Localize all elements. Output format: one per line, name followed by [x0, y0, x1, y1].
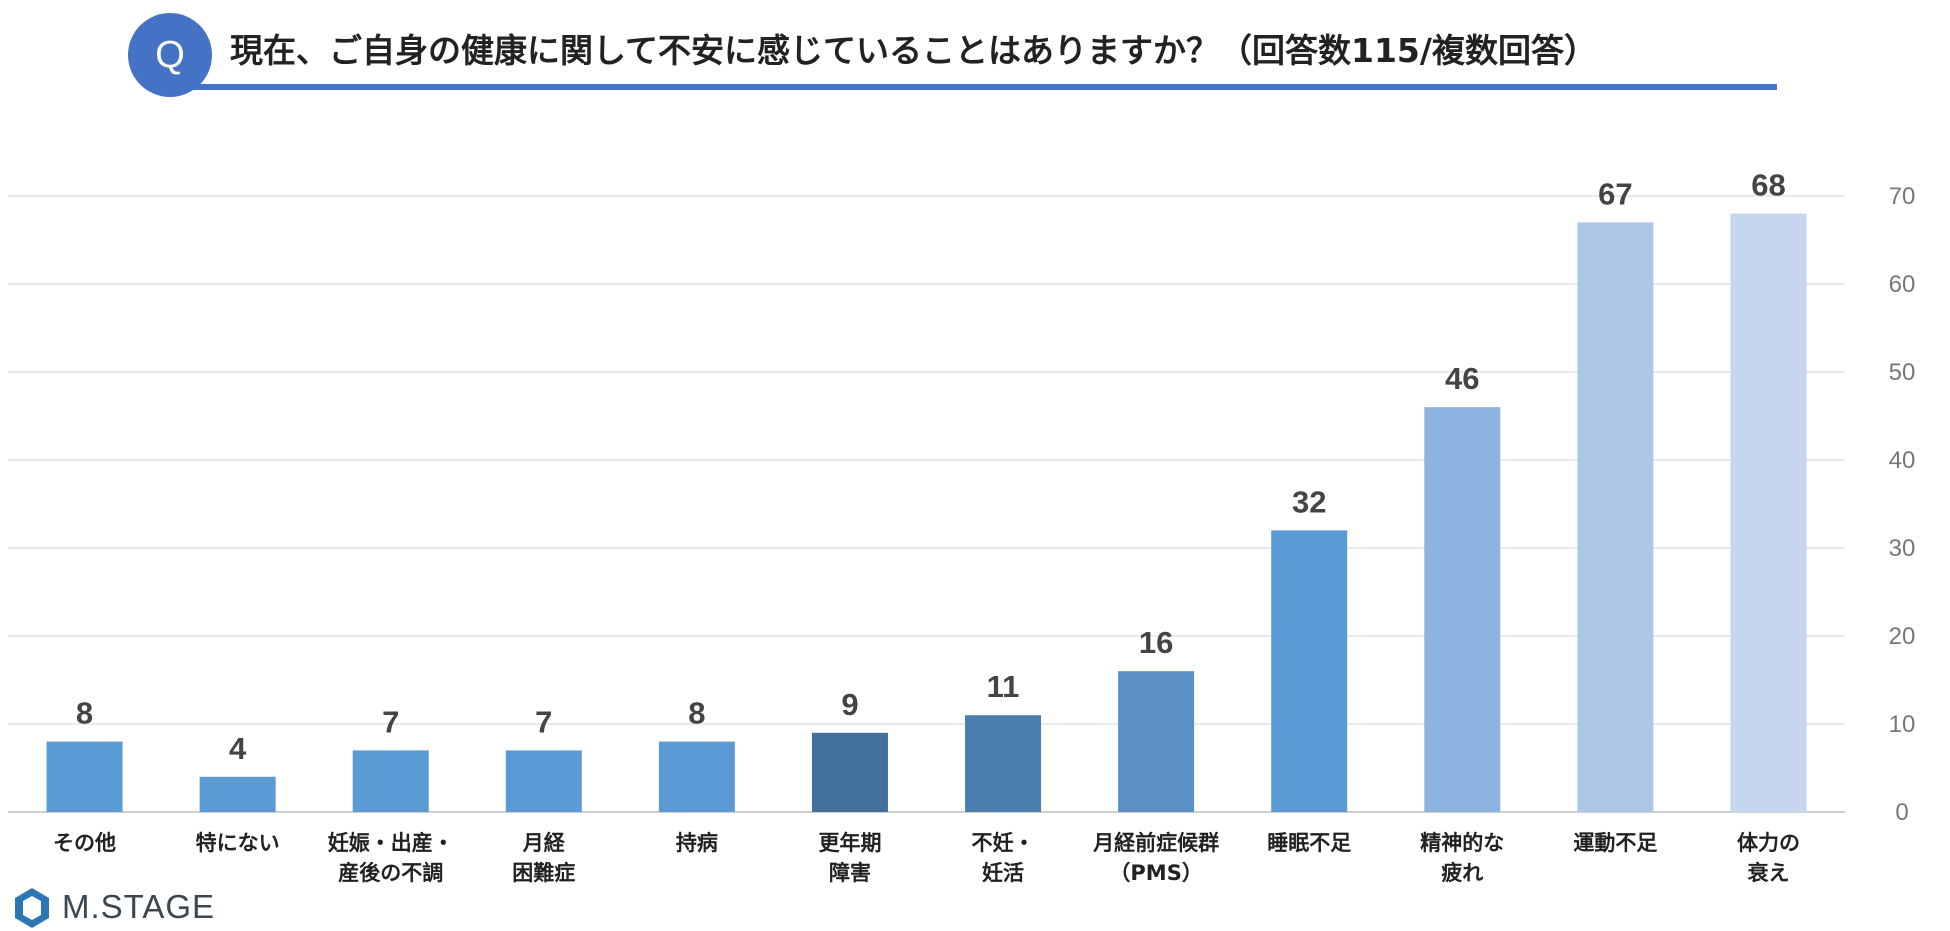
value-label: 16 — [1139, 625, 1173, 660]
value-label: 8 — [688, 696, 705, 731]
category-label: 不妊・ — [972, 831, 1035, 855]
category-label: 疲れ — [1441, 861, 1483, 885]
category-label: 睡眠不足 — [1267, 831, 1351, 855]
y-tick-label: 40 — [1889, 447, 1916, 474]
value-label: 32 — [1292, 484, 1326, 519]
category-label: 衰え — [1747, 861, 1789, 885]
bar-chart: 8 4 7 7 8 9 11 16 32 46 67 68 その他 特にない 妊娠・出産・産後の不調 月経困… — [8, 168, 1916, 885]
value-label: 7 — [535, 704, 552, 739]
value-label: 68 — [1751, 168, 1785, 203]
y-tick-label: 70 — [1889, 183, 1916, 210]
gridlines — [8, 195, 1845, 813]
logo-text: M.STAGE — [62, 888, 216, 925]
bar — [1577, 222, 1654, 812]
category-label: 困難症 — [512, 861, 575, 885]
bar — [46, 741, 123, 812]
category-label: 持病 — [676, 831, 718, 855]
brand-logo: M.STAGE — [12, 886, 252, 930]
y-tick-label: 20 — [1889, 623, 1916, 650]
value-label: 11 — [987, 669, 1020, 704]
bar — [199, 776, 276, 812]
value-label: 8 — [76, 696, 93, 731]
y-tick-label: 10 — [1889, 711, 1916, 738]
bar — [1424, 407, 1501, 812]
category-label: 障害 — [829, 861, 871, 885]
bar — [811, 732, 888, 812]
value-label: 9 — [841, 687, 858, 722]
bar — [1730, 213, 1807, 813]
bar — [1118, 671, 1195, 812]
y-tick-label: 60 — [1889, 271, 1916, 298]
category-label: 月経前症候群 — [1092, 831, 1219, 855]
category-label: その他 — [53, 831, 116, 855]
bar — [1271, 530, 1348, 812]
category-label: 運動不足 — [1573, 831, 1657, 855]
category-label: 産後の不調 — [338, 861, 443, 885]
value-label: 46 — [1445, 361, 1479, 396]
question-badge: Q — [128, 13, 212, 97]
y-tick-label: 30 — [1889, 535, 1916, 562]
bars — [46, 213, 1807, 813]
category-label: 更年期 — [818, 831, 881, 855]
bar — [965, 715, 1042, 812]
chart-title: 現在、ご自身の健康に関して不安に感じていることはありますか？（回答数115/複数… — [230, 31, 1597, 70]
value-label: 4 — [229, 731, 247, 766]
y-axis-ticks: 0 10 20 30 40 50 60 70 — [1889, 183, 1916, 826]
bar — [658, 741, 735, 812]
value-label: 7 — [382, 704, 399, 739]
y-tick-label: 0 — [1895, 799, 1908, 826]
value-labels: 8 4 7 7 8 9 11 16 32 46 67 68 — [76, 168, 1786, 766]
y-tick-label: 50 — [1889, 359, 1916, 386]
logo-mark-icon — [15, 888, 49, 928]
chart-header: Q 現在、ご自身の健康に関して不安に感じていることはありますか？（回答数115/… — [0, 0, 1950, 100]
category-label: 体力の — [1737, 831, 1800, 855]
category-label: 特にない — [196, 831, 280, 855]
category-label: 月経 — [522, 831, 566, 855]
category-label: 精神的な — [1420, 831, 1504, 855]
value-label: 67 — [1598, 176, 1632, 211]
category-label: 妊娠・出産・ — [328, 831, 454, 855]
bar — [505, 750, 582, 812]
bar — [352, 750, 429, 812]
category-label: 妊活 — [982, 861, 1024, 885]
title-underline — [188, 84, 1777, 90]
category-label: （PMS） — [1109, 861, 1202, 885]
